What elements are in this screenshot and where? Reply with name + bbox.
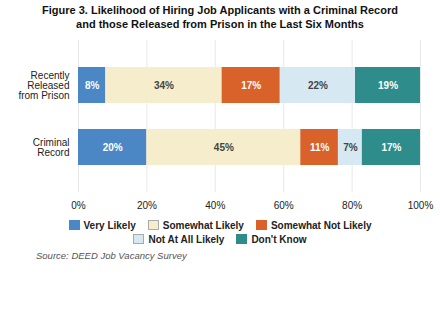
svg-text:20%: 20% (137, 199, 157, 210)
svg-text:8%: 8% (85, 79, 100, 90)
svg-text:100%: 100% (408, 199, 434, 210)
svg-text:40%: 40% (205, 199, 225, 210)
html-text:Somewhat Not Likely: Somewhat Not Likely (270, 219, 372, 231)
html-text:Figure 3. Likelihood of Hiring: Figure 3. Likelihood of Hiring Job Appli… (42, 4, 398, 30)
html-text:Don't Know: Don't Know (251, 233, 307, 245)
svg-text:20%: 20% (103, 141, 123, 152)
svg-text:RecentlyReleasedfrom Prison: RecentlyReleasedfrom Prison (18, 69, 69, 100)
html-text:Somewhat Likely: Somewhat Likely (162, 219, 244, 231)
svg-text:CriminalRecord: CriminalRecord (33, 136, 70, 157)
svg-text:17%: 17% (381, 141, 401, 152)
svg-text:80%: 80% (342, 199, 362, 210)
html-text:Very Likely: Very Likely (83, 219, 136, 231)
svg-text:60%: 60% (274, 199, 294, 210)
svg-text:11%: 11% (310, 141, 330, 152)
svg-text:19%: 19% (378, 79, 398, 90)
html-text:Not At All Likely: Not At All Likely (148, 233, 225, 245)
svg-text:34%: 34% (154, 79, 174, 90)
svg-text:7%: 7% (343, 141, 358, 152)
svg-text:22%: 22% (308, 79, 328, 90)
svg-text:17%: 17% (241, 79, 261, 90)
svg-text:0%: 0% (71, 199, 86, 210)
svg-text:45%: 45% (214, 141, 234, 152)
html-text:Source: DEED Job Vacancy Surve: Source: DEED Job Vacancy Survey (36, 249, 187, 261)
